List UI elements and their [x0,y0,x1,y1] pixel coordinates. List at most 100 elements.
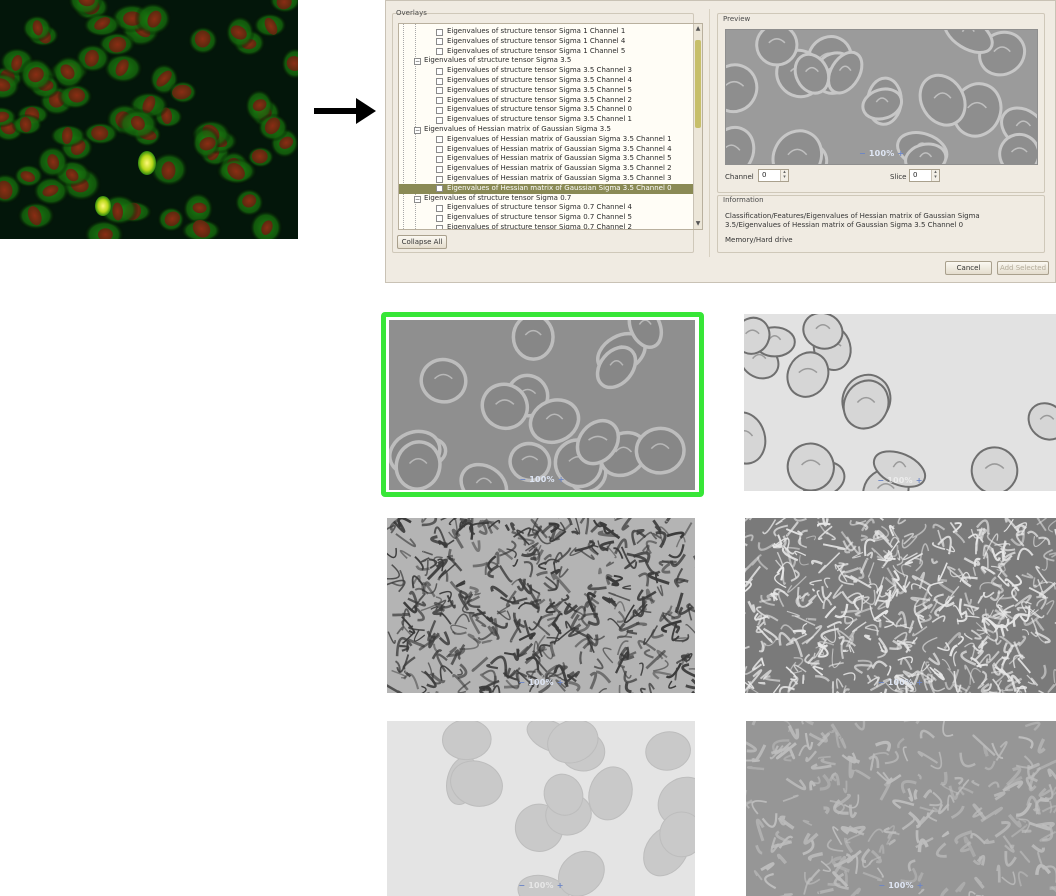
feature-panel-texture-dark[interactable]: − 100% + [387,518,695,693]
spin-arrows-icon[interactable]: ▴ ▾ [780,170,788,181]
spin-arrows-icon[interactable]: ▴ ▾ [931,170,939,181]
tree-group-row[interactable]: − Eigenvalues of structure tensor Sigma 0… [399,194,693,204]
information-group [717,195,1045,253]
tree-item-row[interactable]: Eigenvalues of structure tensor Sigma 1 … [399,27,693,37]
information-path: Classification/Features/Eigenvalues of H… [725,212,980,229]
zoom-out-icon[interactable]: − [878,881,886,890]
zoom-in-icon[interactable]: + [916,678,924,687]
tree-row-label: Eigenvalues of structure tensor Sigma 0.… [447,203,632,212]
tree-item-row[interactable]: Eigenvalues of structure tensor Sigma 0.… [399,203,693,213]
zoom-out-icon[interactable]: − [877,678,885,687]
collapse-icon[interactable]: − [414,58,421,66]
overlay-checkbox[interactable] [436,165,443,173]
overlay-checkbox[interactable] [436,48,443,56]
tree-item-row[interactable]: Eigenvalues of Hessian matrix of Gaussia… [399,183,693,194]
tree-item-row[interactable]: Eigenvalues of structure tensor Sigma 1 … [399,37,693,47]
tree-row-label: Eigenvalues of structure tensor Sigma 3.… [447,85,632,94]
zoom-out-icon[interactable]: − [518,881,526,890]
panel-zoom-control: − 100% + [518,881,563,890]
overlay-checkbox[interactable] [436,97,443,105]
preview-image[interactable]: − 100% + [725,29,1038,165]
zoom-in-icon[interactable]: + [556,678,564,687]
information-memory: Memory/Hard drive [725,236,793,244]
zoom-in-icon[interactable]: + [915,476,923,485]
overlay-checkbox[interactable] [436,87,443,95]
tree-item-row[interactable]: Eigenvalues of Hessian matrix of Gaussia… [399,174,693,184]
zoom-in-icon[interactable]: + [916,881,924,890]
feature-image [746,721,1056,896]
overlay-checkbox[interactable] [436,136,443,144]
overlay-checkbox[interactable] [436,28,443,36]
channel-spinbox[interactable]: 0 ▴ ▾ [758,169,789,182]
tree-row-label: Eigenvalues of structure tensor Sigma 3.… [447,105,632,114]
overlay-checkbox[interactable] [436,38,443,46]
zoom-level: 100% [887,476,913,485]
zoom-out-icon[interactable]: − [877,476,885,485]
overlay-checkbox[interactable] [436,146,443,154]
overlay-checkbox[interactable] [436,67,443,75]
overlay-checkbox[interactable] [436,106,443,114]
overlay-checkbox[interactable] [436,175,443,183]
overlay-checkbox[interactable] [436,116,443,124]
tree-item-row[interactable]: Eigenvalues of Hessian matrix of Gaussia… [399,154,693,164]
overlay-checkbox[interactable] [436,214,443,222]
tree-group-row[interactable]: − Eigenvalues of structure tensor Sigma 3… [399,56,693,66]
overlay-checkbox[interactable] [436,204,443,212]
panel-zoom-control: − 100% + [518,678,563,687]
tree-item-row[interactable]: Eigenvalues of Hessian matrix of Gaussia… [399,164,693,174]
tree-item-row[interactable]: Eigenvalues of structure tensor Sigma 3.… [399,105,693,115]
tree-item-row[interactable]: Eigenvalues of Hessian matrix of Gaussia… [399,135,693,145]
collapse-all-button[interactable]: Collapse All [397,235,447,249]
channel-label: Channel [725,173,754,181]
zoom-level: 100% [888,881,914,890]
panel-zoom-control: − 100% + [878,881,923,890]
overlay-checkbox[interactable] [436,155,443,163]
tree-item-row[interactable]: Eigenvalues of structure tensor Sigma 3.… [399,96,693,106]
tree-row-label: Eigenvalues of structure tensor Sigma 3.… [447,76,632,84]
tree-item-row[interactable]: Eigenvalues of structure tensor Sigma 3.… [399,86,693,96]
tree-row-label: Eigenvalues of Hessian matrix of Gaussia… [447,134,672,143]
zoom-out-icon[interactable]: − [859,149,866,158]
feature-panel-smoothed[interactable]: − 100% + [387,721,695,896]
tree-row-label: Eigenvalues of Hessian matrix of Gaussia… [424,125,611,133]
splitter[interactable] [709,9,710,257]
tree-item-row[interactable]: Eigenvalues of structure tensor Sigma 0.… [399,213,693,223]
overlay-tree[interactable]: Eigenvalues of structure tensor Sigma 1 … [398,23,703,230]
zoom-out-icon[interactable]: − [518,678,526,687]
overlay-checkbox[interactable] [436,224,443,229]
scroll-down-icon[interactable]: ▼ [695,220,701,227]
feature-panel-gradient[interactable]: − 100% + [746,721,1056,896]
scroll-thumb[interactable] [695,40,701,128]
zoom-level: 100% [528,881,554,890]
scroll-up-icon[interactable]: ▲ [695,25,701,32]
cancel-button[interactable]: Cancel [945,261,992,275]
tree-item-row[interactable]: Eigenvalues of structure tensor Sigma 3.… [399,76,693,86]
tree-item-row[interactable]: Eigenvalues of structure tensor Sigma 0.… [399,223,693,229]
overlay-checkbox[interactable] [436,77,443,85]
feature-panel-hessian[interactable]: − 100% + [389,320,695,490]
feature-image [726,30,1037,164]
zoom-in-icon[interactable]: + [556,881,564,890]
slice-spinbox[interactable]: 0 ▴ ▾ [909,169,940,182]
information-title: Information [723,196,764,204]
channel-value: 0 [762,171,767,179]
tree-item-row[interactable]: Eigenvalues of structure tensor Sigma 1 … [399,47,693,57]
tree-row-label: Eigenvalues of structure tensor Sigma 1 … [447,27,626,35]
zoom-out-icon[interactable]: − [519,475,527,484]
tree-item-row[interactable]: Eigenvalues of Hessian matrix of Gaussia… [399,145,693,155]
zoom-in-icon[interactable]: + [557,475,565,484]
collapse-icon[interactable]: − [414,195,421,203]
overlay-checkbox[interactable] [436,185,443,193]
feature-panel-structure-tensor[interactable]: − 100% + [744,314,1056,491]
overlays-title: Overlays [396,9,427,17]
tree-group-row[interactable]: − Eigenvalues of Hessian matrix of Gaussi… [399,125,693,135]
add-selected-button[interactable]: Add Selected [997,261,1049,275]
feature-panel-texture-light[interactable]: − 100% + [745,518,1056,693]
collapse-icon[interactable]: − [414,127,421,134]
tree-scrollbar[interactable]: ▲ ▼ [693,24,702,229]
tree-row-label: Eigenvalues of Hessian matrix of Gaussia… [447,164,672,173]
tree-item-row[interactable]: Eigenvalues of structure tensor Sigma 3.… [399,66,693,76]
tree-item-row[interactable]: Eigenvalues of structure tensor Sigma 3.… [399,115,693,125]
tree-row-label: Eigenvalues of structure tensor Sigma 1 … [447,46,626,55]
zoom-in-icon[interactable]: + [897,149,905,158]
